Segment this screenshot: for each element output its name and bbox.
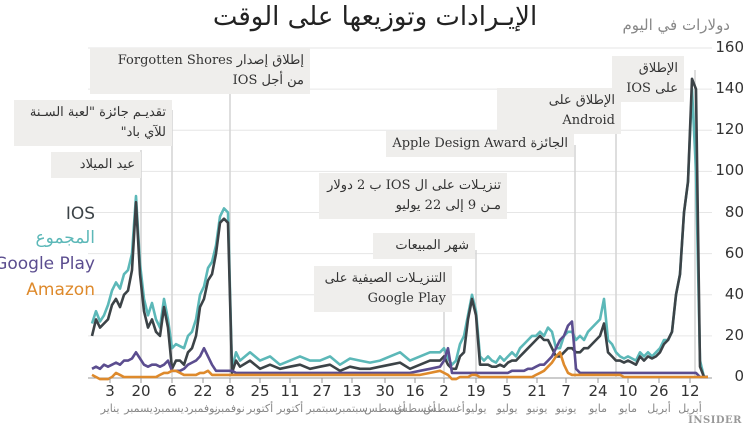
- x-tick-day: 25: [250, 382, 270, 400]
- y-tick-label: 100: [715, 161, 744, 180]
- y-tick-label: 0: [734, 367, 744, 385]
- x-tick-month: أغسطس: [423, 402, 465, 415]
- x-tick-day: 5: [502, 382, 512, 400]
- legend-amazon: Amazon: [26, 280, 95, 300]
- x-tick-day: 30: [375, 382, 395, 400]
- y-tick-label: 40: [724, 284, 744, 303]
- x-tick-month: أغسطس: [394, 402, 436, 415]
- y-tick-label: 140: [715, 79, 744, 98]
- legend-total: المجموع: [35, 228, 95, 248]
- annotation-christmas: عيد الميلاد: [51, 152, 141, 178]
- y-tick-label: 120: [715, 120, 744, 139]
- annotation-google-play-summer: التنزيـلات الصيفية على Google Play: [314, 266, 452, 312]
- x-tick-month: سبتمبر: [336, 402, 368, 415]
- x-tick-month: أبريل: [678, 402, 702, 415]
- x-tick-day: 6: [167, 382, 177, 400]
- y-tick-label: 20: [724, 325, 744, 344]
- x-tick-day: 19: [466, 382, 486, 400]
- x-tick-month: يناير: [100, 402, 120, 415]
- series-line: [90, 77, 708, 379]
- legend-ios: IOS: [65, 204, 95, 224]
- annotation-android-launch: الإطلاق على Android: [497, 88, 621, 134]
- x-tick-day: 10: [618, 382, 638, 400]
- x-tick-month: أكتوبر: [276, 402, 304, 415]
- annotation-ios-launch: الإطلاق على IOS: [612, 56, 684, 102]
- x-tick-day: 8: [225, 382, 235, 400]
- x-tick-month: سبتمبر: [306, 402, 338, 415]
- annotation-forgotten-shores: إطلاق إصدار Forgotten Shores من أجل IOS: [90, 48, 310, 94]
- x-tick-month: نوفمبر: [188, 402, 218, 415]
- x-tick-month: ديسمبر: [124, 402, 158, 415]
- x-tick-day: 11: [280, 382, 300, 400]
- insider-pro-logo: INSIDER: [688, 415, 742, 426]
- x-tick-month: مايو: [589, 402, 607, 415]
- annotation-apple-design-award: الجائزة Apple Design Award: [386, 131, 574, 157]
- y-tick-label: 160: [715, 38, 744, 56]
- x-tick-month: مايو: [619, 402, 637, 415]
- x-tick-day: 2: [439, 382, 449, 400]
- x-tick-month: ديسمبر: [155, 402, 189, 415]
- legend-google-play: Google Play: [0, 254, 95, 274]
- x-tick-day: 12: [680, 382, 700, 400]
- x-tick-day: 16: [405, 382, 425, 400]
- y-axis-unit-label: دولارات في اليوم: [622, 16, 730, 34]
- x-tick-day: 22: [193, 382, 213, 400]
- x-tick-day: 27: [312, 382, 332, 400]
- x-tick-day: 3: [105, 382, 115, 400]
- x-tick-month: يونيو: [526, 402, 548, 415]
- x-tick-day: 24: [588, 382, 608, 400]
- x-tick-day: 21: [527, 382, 547, 400]
- x-tick-day: 13: [342, 382, 362, 400]
- x-tick-month: يوليو: [465, 402, 487, 415]
- x-tick-month: نوفمبر: [215, 402, 245, 415]
- x-tick-month: يونيو: [555, 402, 577, 415]
- chart-title: الإيـرادات وتوزيعها على الوقت: [212, 2, 538, 32]
- x-tick-month: أغسطس: [364, 402, 406, 415]
- series-line: [91, 350, 708, 381]
- y-tick-label: 60: [724, 243, 744, 262]
- annotation-ipad-goty: تقديـم جائزة "لعبة السـنة للآي باد": [14, 100, 172, 146]
- y-tick-label: 80: [724, 202, 744, 221]
- x-tick-month: يوليو: [496, 402, 518, 415]
- x-tick-month: أكتوبر: [246, 402, 274, 415]
- x-tick-day: 26: [649, 382, 669, 400]
- x-tick-month: أبريل: [647, 402, 671, 415]
- series-line: [90, 87, 708, 379]
- x-tick-day: 20: [131, 382, 151, 400]
- annotation-ios-sale: تنزيـلات على ال IOS ب 2 دولار مـن 9 إلى …: [319, 173, 507, 219]
- x-tick-day: 7: [561, 382, 571, 400]
- annotation-sales-month: شهر المبيعات: [373, 233, 475, 259]
